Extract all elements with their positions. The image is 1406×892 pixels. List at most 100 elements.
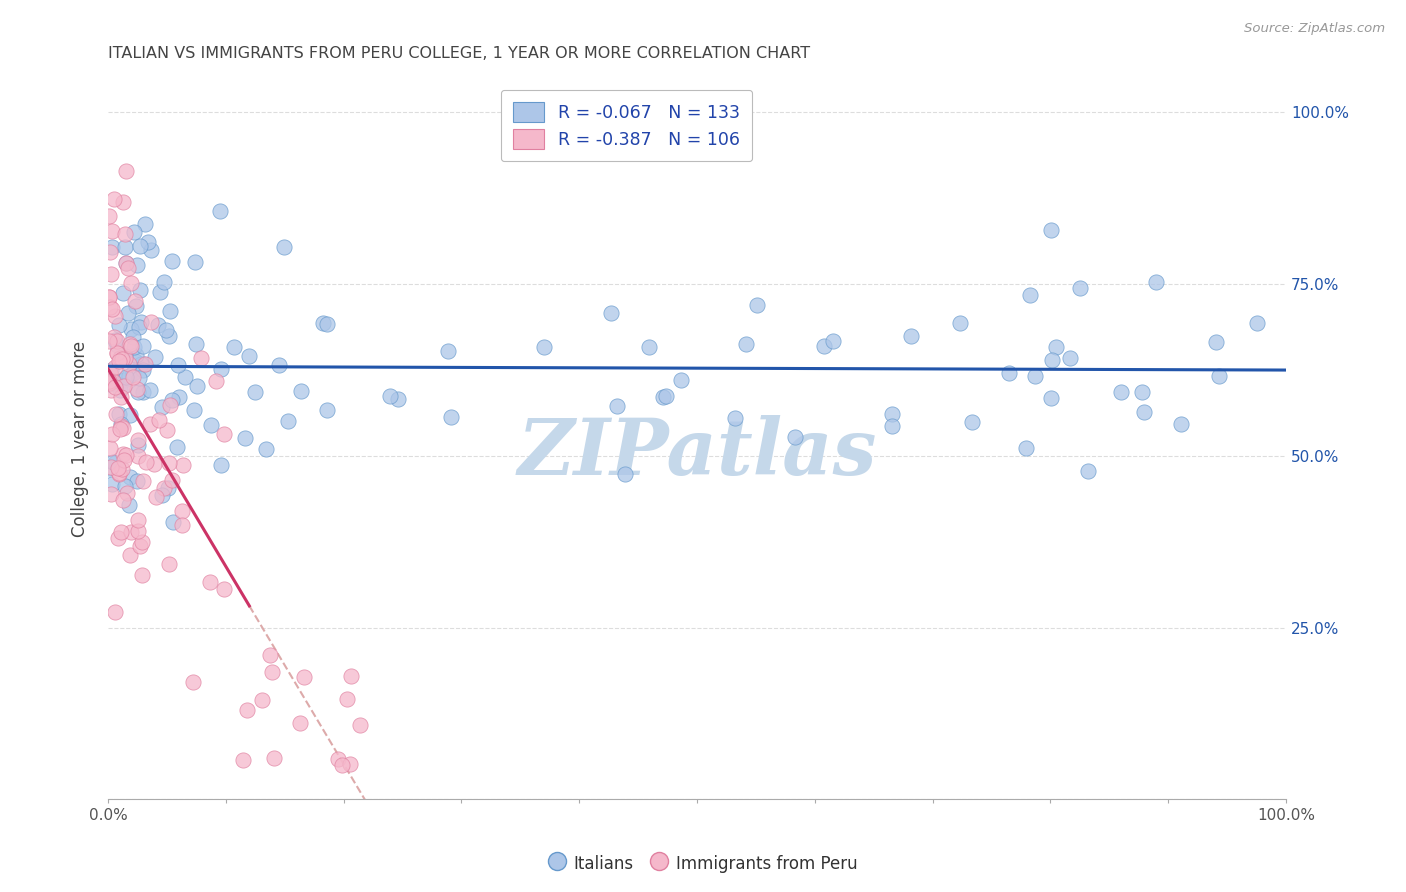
- Point: [160, 254, 183, 268]
- Point: [184, 337, 207, 351]
- Point: [107, 467, 129, 481]
- Point: [155, 323, 177, 337]
- Point: [127, 450, 149, 464]
- Point: [118, 357, 141, 371]
- Point: [110, 525, 132, 540]
- Point: [139, 417, 162, 431]
- Point: [132, 339, 155, 353]
- Point: [100, 487, 122, 501]
- Point: [273, 240, 295, 254]
- Point: [98, 290, 121, 304]
- Point: [162, 473, 184, 487]
- Point: [98, 374, 121, 388]
- Point: [259, 648, 281, 662]
- Point: [118, 337, 141, 351]
- Point: [107, 345, 129, 359]
- Point: [200, 417, 222, 432]
- Point: [100, 476, 122, 491]
- Point: [169, 390, 191, 404]
- Point: [1024, 368, 1046, 383]
- Point: [112, 453, 135, 467]
- Point: [98, 209, 121, 223]
- Text: ZIPatlas: ZIPatlas: [517, 415, 877, 491]
- Point: [128, 319, 150, 334]
- Point: [637, 340, 659, 354]
- Legend: R = -0.067   N = 133, R = -0.387   N = 106: R = -0.067 N = 133, R = -0.387 N = 106: [501, 90, 752, 161]
- Point: [277, 414, 299, 428]
- Point: [1170, 417, 1192, 431]
- Point: [118, 499, 141, 513]
- Point: [98, 461, 121, 475]
- Point: [998, 366, 1021, 380]
- Point: [121, 370, 143, 384]
- Point: [118, 470, 141, 484]
- Point: [107, 467, 129, 481]
- Point: [98, 290, 121, 304]
- Point: [127, 524, 149, 539]
- Point: [107, 461, 129, 475]
- Point: [105, 334, 128, 349]
- Point: [243, 384, 266, 399]
- Point: [122, 330, 145, 344]
- Point: [110, 418, 132, 433]
- Point: [606, 400, 628, 414]
- Point: [148, 413, 170, 427]
- Point: [141, 315, 163, 329]
- Legend: Italians, Immigrants from Peru: Italians, Immigrants from Peru: [543, 847, 863, 880]
- Point: [110, 383, 132, 397]
- Point: [134, 357, 156, 371]
- Point: [112, 373, 135, 387]
- Point: [157, 456, 180, 470]
- Point: [127, 433, 149, 447]
- Point: [114, 239, 136, 253]
- Point: [134, 357, 156, 371]
- Point: [960, 415, 983, 429]
- Point: [233, 431, 256, 445]
- Point: [111, 286, 134, 301]
- Point: [115, 369, 138, 384]
- Point: [260, 665, 283, 679]
- Point: [128, 371, 150, 385]
- Point: [120, 548, 142, 562]
- Point: [112, 379, 135, 393]
- Point: [104, 456, 127, 470]
- Point: [129, 315, 152, 329]
- Point: [117, 306, 139, 320]
- Point: [127, 385, 149, 400]
- Point: [292, 670, 315, 684]
- Point: [125, 348, 148, 362]
- Point: [100, 244, 122, 259]
- Point: [120, 525, 142, 540]
- Point: [115, 486, 138, 500]
- Point: [1039, 392, 1062, 406]
- Point: [735, 337, 758, 351]
- Point: [98, 334, 121, 348]
- Point: [785, 430, 807, 444]
- Point: [340, 668, 363, 682]
- Point: [104, 309, 127, 323]
- Point: [100, 383, 122, 397]
- Text: ITALIAN VS IMMIGRANTS FROM PERU COLLEGE, 1 YEAR OR MORE CORRELATION CHART: ITALIAN VS IMMIGRANTS FROM PERU COLLEGE,…: [108, 46, 810, 62]
- Point: [111, 447, 134, 461]
- Point: [1077, 464, 1099, 478]
- Point: [186, 378, 208, 392]
- Point: [104, 333, 127, 347]
- Point: [167, 359, 190, 373]
- Point: [100, 300, 122, 314]
- Point: [107, 531, 129, 545]
- Point: [108, 318, 131, 332]
- Point: [823, 334, 845, 348]
- Point: [1132, 385, 1154, 400]
- Point: [103, 359, 125, 374]
- Point: [669, 373, 692, 387]
- Point: [311, 316, 333, 330]
- Point: [103, 374, 125, 388]
- Point: [145, 350, 167, 364]
- Point: [1144, 275, 1167, 289]
- Point: [1205, 335, 1227, 350]
- Point: [157, 329, 180, 343]
- Point: [813, 339, 835, 353]
- Point: [212, 582, 235, 597]
- Point: [153, 275, 176, 289]
- Point: [129, 539, 152, 553]
